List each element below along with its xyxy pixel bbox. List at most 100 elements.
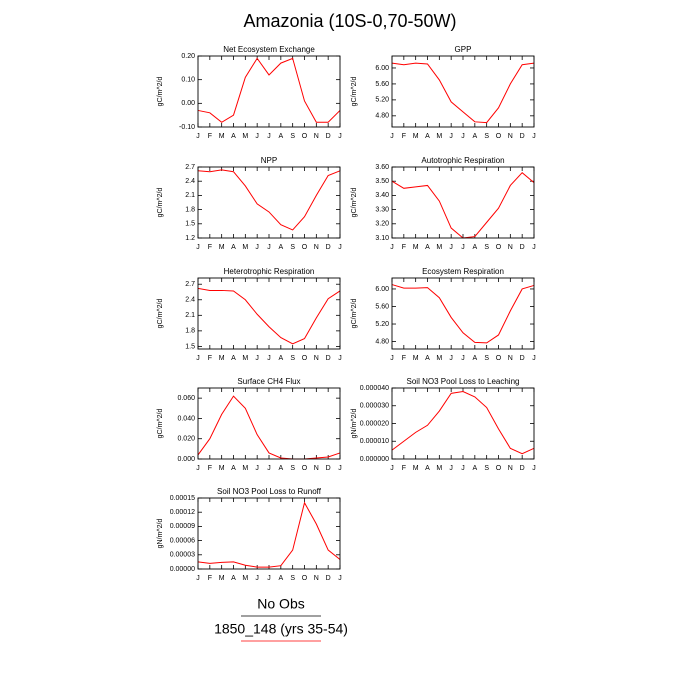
- y-tick-label: 1.2: [185, 235, 195, 242]
- x-tick-label: J: [461, 355, 465, 362]
- x-tick-label: S: [290, 575, 295, 582]
- y-tick-label: 5.60: [375, 303, 389, 310]
- x-tick-label: A: [472, 465, 477, 472]
- y-tick-label: 2.1: [185, 192, 195, 199]
- y-tick-label: 1.8: [185, 328, 195, 335]
- x-tick-label: D: [520, 465, 525, 472]
- x-tick-label: M: [242, 133, 248, 140]
- x-tick-label: D: [326, 355, 331, 362]
- x-tick-label: M: [242, 355, 248, 362]
- x-tick-label: F: [402, 355, 406, 362]
- y-tick-label: 3.20: [375, 221, 389, 228]
- x-tick-label: A: [425, 465, 430, 472]
- x-tick-label: O: [302, 133, 308, 140]
- y-tick-label: 0.000: [177, 456, 195, 463]
- x-tick-label: J: [196, 133, 200, 140]
- x-tick-label: J: [338, 355, 342, 362]
- x-tick-label: N: [314, 355, 319, 362]
- x-tick-label: D: [520, 244, 525, 251]
- x-tick-label: J: [532, 133, 536, 140]
- x-tick-label: M: [219, 244, 225, 251]
- x-tick-label: J: [255, 575, 259, 582]
- data-line: [391, 284, 535, 344]
- x-tick-label: J: [267, 355, 271, 362]
- y-tick-label: 0.00: [181, 100, 195, 107]
- x-tick-label: A: [278, 575, 283, 582]
- x-tick-label: M: [219, 465, 225, 472]
- plot-frame: [391, 166, 535, 239]
- y-tick-label: 0.00000: [170, 566, 195, 573]
- x-tick-label: A: [278, 244, 283, 251]
- data-line: [197, 395, 341, 460]
- x-tick-label: M: [436, 465, 442, 472]
- x-tick-label: D: [326, 575, 331, 582]
- x-tick-label: D: [326, 133, 331, 140]
- x-tick-label: J: [255, 244, 259, 251]
- x-tick-label: J: [449, 133, 453, 140]
- y-tick-label: 0.060: [177, 395, 195, 402]
- x-tick-label: J: [532, 244, 536, 251]
- y-tick-label: 3.60: [375, 164, 389, 171]
- x-tick-label: M: [242, 244, 248, 251]
- x-tick-label: J: [255, 465, 259, 472]
- x-tick-label: M: [219, 355, 225, 362]
- x-tick-label: N: [314, 133, 319, 140]
- panel-title: Soil NO3 Pool Loss to Leaching: [407, 377, 520, 386]
- figure-title: Amazonia (10S-0,70-50W): [243, 11, 456, 31]
- y-tick-label: 0.000020: [360, 420, 389, 427]
- x-tick-label: F: [402, 244, 406, 251]
- x-tick-label: M: [436, 133, 442, 140]
- x-tick-label: M: [219, 133, 225, 140]
- x-tick-label: F: [208, 575, 212, 582]
- x-tick-label: A: [278, 465, 283, 472]
- panel-title: Autotrophic Respiration: [421, 156, 504, 165]
- y-tick-label: 3.40: [375, 192, 389, 199]
- plot-frame: [197, 55, 341, 128]
- x-tick-label: A: [231, 355, 236, 362]
- y-tick-label: 0.00015: [170, 495, 195, 502]
- y-tick-label: 0.000000: [360, 456, 389, 463]
- x-tick-label: A: [231, 244, 236, 251]
- x-tick-label: J: [390, 465, 394, 472]
- x-tick-label: A: [278, 133, 283, 140]
- y-axis-label: gC/m^2/d: [351, 299, 358, 329]
- y-tick-label: 6.00: [375, 286, 389, 293]
- data-line: [391, 391, 535, 455]
- y-tick-label: 2.4: [185, 297, 195, 304]
- x-tick-label: S: [290, 244, 295, 251]
- panel-title: Soil NO3 Pool Loss to Runoff: [217, 487, 322, 496]
- y-tick-label: 1.5: [185, 343, 195, 350]
- x-tick-label: S: [290, 355, 295, 362]
- data-line: [197, 169, 341, 231]
- x-tick-label: S: [290, 133, 295, 140]
- plot-frame: [391, 387, 535, 460]
- y-tick-label: 0.000010: [360, 438, 389, 445]
- y-tick-label: -0.10: [179, 124, 195, 131]
- x-tick-label: J: [532, 355, 536, 362]
- y-tick-label: 3.30: [375, 206, 389, 213]
- x-tick-label: M: [242, 575, 248, 582]
- data-line: [197, 57, 341, 123]
- panel-title: Heterotrophic Respiration: [224, 267, 315, 276]
- x-tick-label: A: [472, 133, 477, 140]
- x-tick-label: O: [302, 244, 308, 251]
- data-line: [391, 171, 535, 239]
- x-tick-label: A: [425, 133, 430, 140]
- panel-title: Net Ecosystem Exchange: [223, 45, 315, 54]
- panel-title: GPP: [455, 45, 472, 54]
- x-tick-label: A: [425, 355, 430, 362]
- y-axis-label: gC/m^2/d: [157, 77, 164, 107]
- y-tick-label: 0.020: [177, 436, 195, 443]
- x-tick-label: M: [413, 355, 419, 362]
- y-tick-label: 3.10: [375, 235, 389, 242]
- data-line: [391, 62, 535, 124]
- y-tick-label: 3.50: [375, 178, 389, 185]
- x-tick-label: O: [302, 355, 308, 362]
- y-tick-label: 1.8: [185, 206, 195, 213]
- x-tick-label: S: [484, 465, 489, 472]
- plot-frame: [197, 166, 341, 239]
- x-tick-label: N: [508, 465, 513, 472]
- y-axis-label: gN/m^2/d: [157, 519, 164, 549]
- x-tick-label: S: [484, 355, 489, 362]
